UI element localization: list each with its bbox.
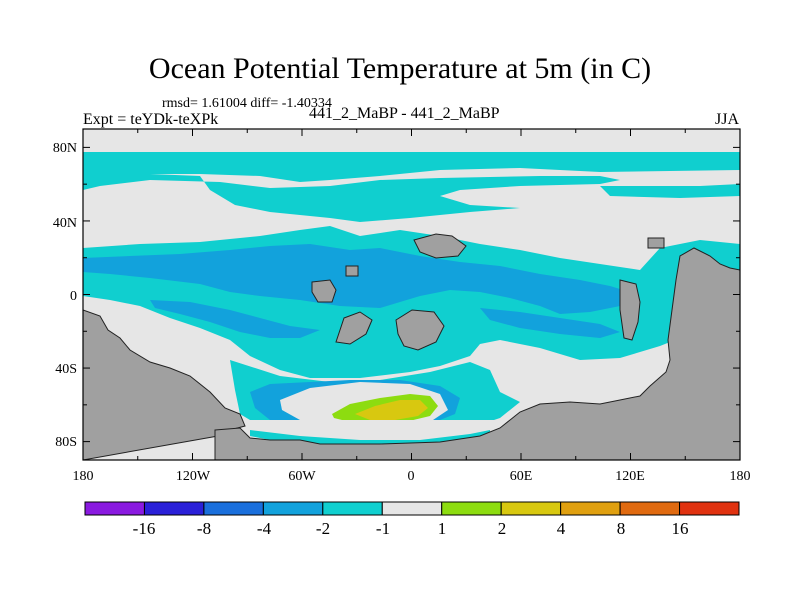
island-3 — [395, 309, 445, 351]
indian-ocean-blue — [480, 308, 620, 338]
lon-label-180w: 180 — [73, 469, 94, 484]
colorbar-swatch — [84, 501, 145, 516]
south-pacific-blue — [150, 300, 320, 338]
island-6 — [647, 237, 665, 249]
experiment-name-label: 441_2_MaBP - 441_2_MaBP — [309, 105, 500, 122]
colorbar-label-5: 1 — [438, 519, 447, 538]
colorbar-label-7: 4 — [557, 519, 566, 538]
lat-label-80n: 80N — [53, 141, 77, 156]
lat-label-40s: 40S — [55, 362, 77, 377]
colorbar-swatch — [322, 501, 383, 516]
island-2 — [335, 311, 373, 345]
colorbar-label-3: -2 — [316, 519, 330, 538]
colorbar-label-9: 16 — [672, 519, 689, 538]
experiment-label: Expt = teYDk-teXPk — [83, 111, 219, 128]
arctic-cyan-band — [83, 152, 740, 182]
lon-label-0: 0 — [408, 469, 415, 484]
colorbar-swatch — [262, 501, 324, 516]
stats-label: rmsd= 1.61004 diff= -1.40334 — [162, 96, 332, 111]
island-5 — [619, 279, 641, 341]
island-4 — [413, 233, 467, 259]
colorbar-labels: -16 -8 -4 -2 -1 1 2 4 8 16 — [133, 519, 689, 538]
lon-label-120e: 120E — [615, 469, 645, 484]
colorbar-swatch — [143, 501, 205, 516]
land-mask — [83, 233, 740, 460]
lon-label-120w: 120W — [176, 469, 211, 484]
warm-anomaly-yellow — [355, 400, 428, 420]
lat-label-0: 0 — [70, 289, 77, 304]
colorbar-label-2: -4 — [257, 519, 272, 538]
colorbar-label-4: -1 — [376, 519, 390, 538]
island-1 — [311, 279, 337, 303]
colorbar-swatch — [679, 501, 740, 516]
lat-label-40n: 40N — [53, 216, 77, 231]
lon-label-180e: 180 — [730, 469, 751, 484]
colorbar-label-6: 2 — [498, 519, 507, 538]
colorbar-swatch — [441, 501, 502, 516]
colorbar-swatch — [619, 501, 681, 516]
lon-label-60e: 60E — [510, 469, 533, 484]
colorbar-swatch — [560, 501, 621, 516]
colorbar-swatch — [500, 501, 562, 516]
landmass-south-east — [214, 247, 740, 460]
island-7 — [345, 265, 359, 277]
map-field — [83, 129, 740, 460]
lon-label-60w: 60W — [288, 469, 316, 484]
season-label: JJA — [715, 111, 740, 128]
tropical-blue-band — [83, 244, 630, 314]
chart-title: Ocean Potential Temperature at 5m (in C) — [148, 52, 652, 85]
north-atlantic-cyan — [83, 174, 620, 222]
lat-label-80s: 80S — [55, 435, 77, 450]
colorbar-swatch — [381, 501, 443, 516]
colorbar-label-0: -16 — [133, 519, 156, 538]
colorbar-label-1: -8 — [197, 519, 211, 538]
colorbar — [84, 501, 740, 516]
colorbar-swatch — [203, 501, 264, 516]
colorbar-label-8: 8 — [617, 519, 626, 538]
north-pacific-cyan — [600, 184, 740, 198]
axis-ticks — [82, 129, 741, 460]
